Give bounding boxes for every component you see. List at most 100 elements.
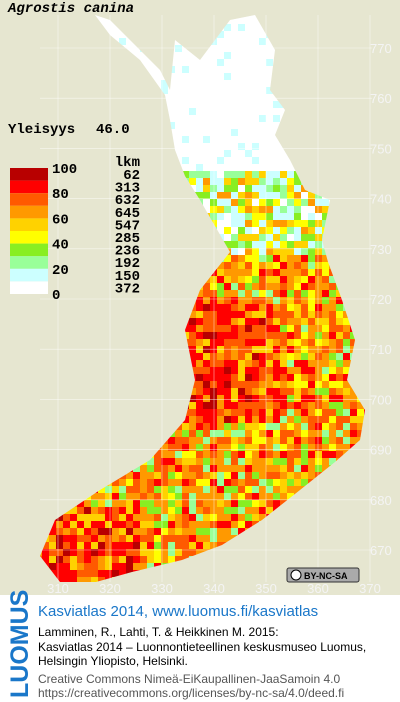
map-cell [189,87,196,94]
map-cell [308,360,315,367]
map-cell [224,290,231,297]
map-cell [168,500,175,507]
map-cell [280,353,287,360]
map-cell [238,101,245,108]
map-cell [245,115,252,122]
map-cell [210,87,217,94]
map-cell [238,129,245,136]
map-cell [252,241,259,248]
map-cell [196,318,203,325]
map-cell [245,304,252,311]
map-cell [217,52,224,59]
map-cell [224,101,231,108]
map-cell [287,444,294,451]
map-cell [203,318,210,325]
map-cell [126,507,133,514]
map-cell [308,283,315,290]
map-cell [189,157,196,164]
map-cell [224,45,231,52]
map-cell [119,528,126,535]
map-cell [273,318,280,325]
map-cell [329,416,336,423]
map-cell [91,493,98,500]
map-cell [294,290,301,297]
map-cell [336,318,343,325]
map-cell [308,304,315,311]
map-cell [224,164,231,171]
map-cell [343,402,350,409]
map-cell [224,472,231,479]
map-cell [266,430,273,437]
map-cell [84,563,91,570]
map-cell [245,451,252,458]
map-cell [266,94,273,101]
map-cell [287,206,294,213]
map-cell [294,318,301,325]
map-cell [301,283,308,290]
map-cell [259,101,266,108]
map-cell [273,227,280,234]
map-cell [266,136,273,143]
map-cell [126,563,133,570]
map-cell [273,164,280,171]
map-cell [259,234,266,241]
map-cell [224,388,231,395]
map-cell [343,332,350,339]
map-cell [245,94,252,101]
map-cell [245,458,252,465]
map-cell [196,423,203,430]
map-cell [217,136,224,143]
map-cell [231,388,238,395]
map-cell [350,339,357,346]
map-cell [245,479,252,486]
map-cell [133,535,140,542]
map-cell [154,507,161,514]
map-cell [231,283,238,290]
map-cell [224,458,231,465]
map-cell [315,374,322,381]
map-cell [259,283,266,290]
map-cell [238,521,245,528]
map-cell [77,528,84,535]
map-cell [154,80,161,87]
map-cell [168,493,175,500]
map-cell [245,143,252,150]
map-cell [266,416,273,423]
map-cell [210,535,217,542]
map-cell [168,437,175,444]
map-cell [231,108,238,115]
map-cell [175,514,182,521]
map-cell [98,542,105,549]
map-cell [224,94,231,101]
map-cell [63,521,70,528]
map-cell [224,451,231,458]
map-cell [140,514,147,521]
map-cell [112,549,119,556]
map-cell [252,500,259,507]
map-cell [119,570,126,577]
map-cell [266,108,273,115]
map-cell [203,80,210,87]
footer-link[interactable]: Kasviatlas 2014, www.luomus.fi/kasviatla… [38,603,318,620]
map-cell [259,507,266,514]
map-cell [210,311,217,318]
map-cell [294,311,301,318]
map-cell [252,353,259,360]
map-cell [315,262,322,269]
license-line[interactable]: https://creativecommons.org/licenses/by-… [38,686,344,700]
map-cell [210,290,217,297]
map-cell [210,150,217,157]
map-cell [126,472,133,479]
map-cell [112,556,119,563]
map-cell [63,549,70,556]
map-cell [259,143,266,150]
map-cell [287,297,294,304]
map-cell [343,444,350,451]
map-cell [98,549,105,556]
map-cell [217,73,224,80]
map-cell [210,521,217,528]
map-cell [308,199,315,206]
map-cell [140,542,147,549]
map-cell [126,500,133,507]
map-cell [56,514,63,521]
